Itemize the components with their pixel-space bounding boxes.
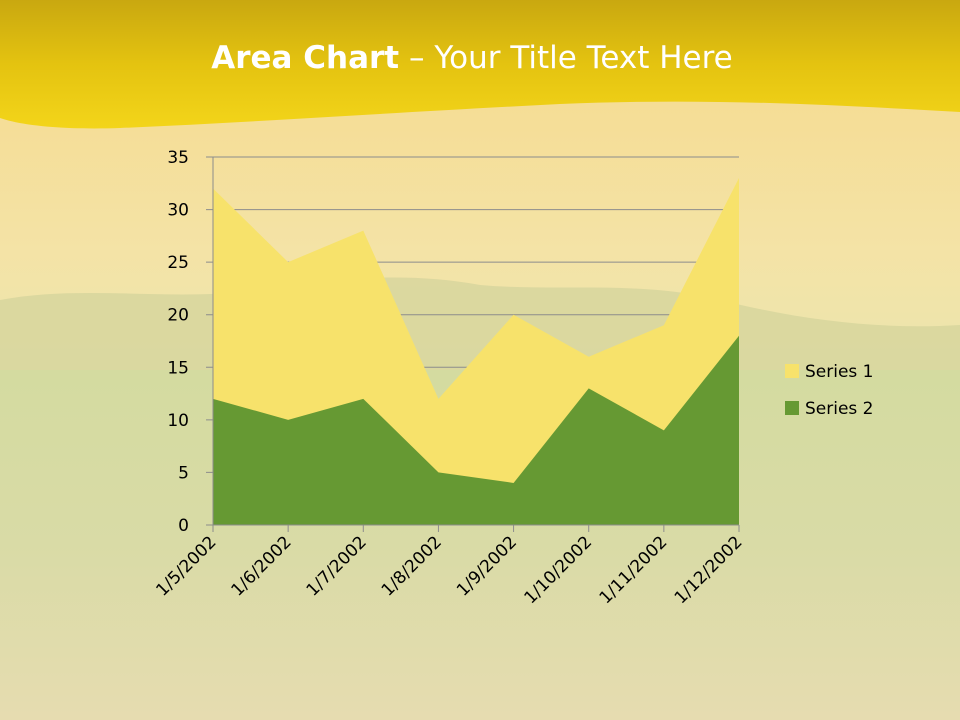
y-tick-label-20: 20 [167, 306, 189, 326]
x-tick-label-6: 1/11/2002 [596, 532, 672, 608]
title-rest: – Your Title Text Here [399, 40, 733, 76]
x-tick-label-3: 1/8/2002 [378, 532, 446, 600]
title-banner [0, 0, 960, 129]
slide-title: Area Chart – Your Title Text Here [0, 40, 944, 76]
area-series-2 [213, 335, 739, 525]
x-tick-label-1: 1/6/2002 [228, 532, 296, 600]
y-tick-label-15: 15 [167, 358, 189, 378]
y-tick-label-30: 30 [167, 201, 189, 221]
plot-areas [213, 178, 739, 525]
x-tick-label-2: 1/7/2002 [303, 532, 371, 600]
y-tick-label-5: 5 [178, 463, 189, 483]
legend: Series 1 Series 2 [785, 362, 874, 419]
legend-label-series-1: Series 1 [805, 362, 874, 382]
x-tick-label-7: 1/12/2002 [671, 532, 747, 608]
y-tick-label-0: 0 [178, 516, 189, 536]
title-bold: Area Chart [211, 40, 400, 76]
x-tick-label-0: 1/5/2002 [152, 532, 220, 600]
y-tick-label-25: 25 [167, 253, 189, 273]
legend-label-series-2: Series 2 [805, 399, 874, 419]
y-tick-label-35: 35 [167, 148, 189, 168]
legend-swatch-series-1 [785, 364, 799, 378]
y-tick-label-10: 10 [167, 411, 189, 431]
x-tick-label-5: 1/10/2002 [520, 532, 596, 608]
legend-swatch-series-2 [785, 401, 799, 415]
x-tick-label-4: 1/9/2002 [453, 532, 521, 600]
